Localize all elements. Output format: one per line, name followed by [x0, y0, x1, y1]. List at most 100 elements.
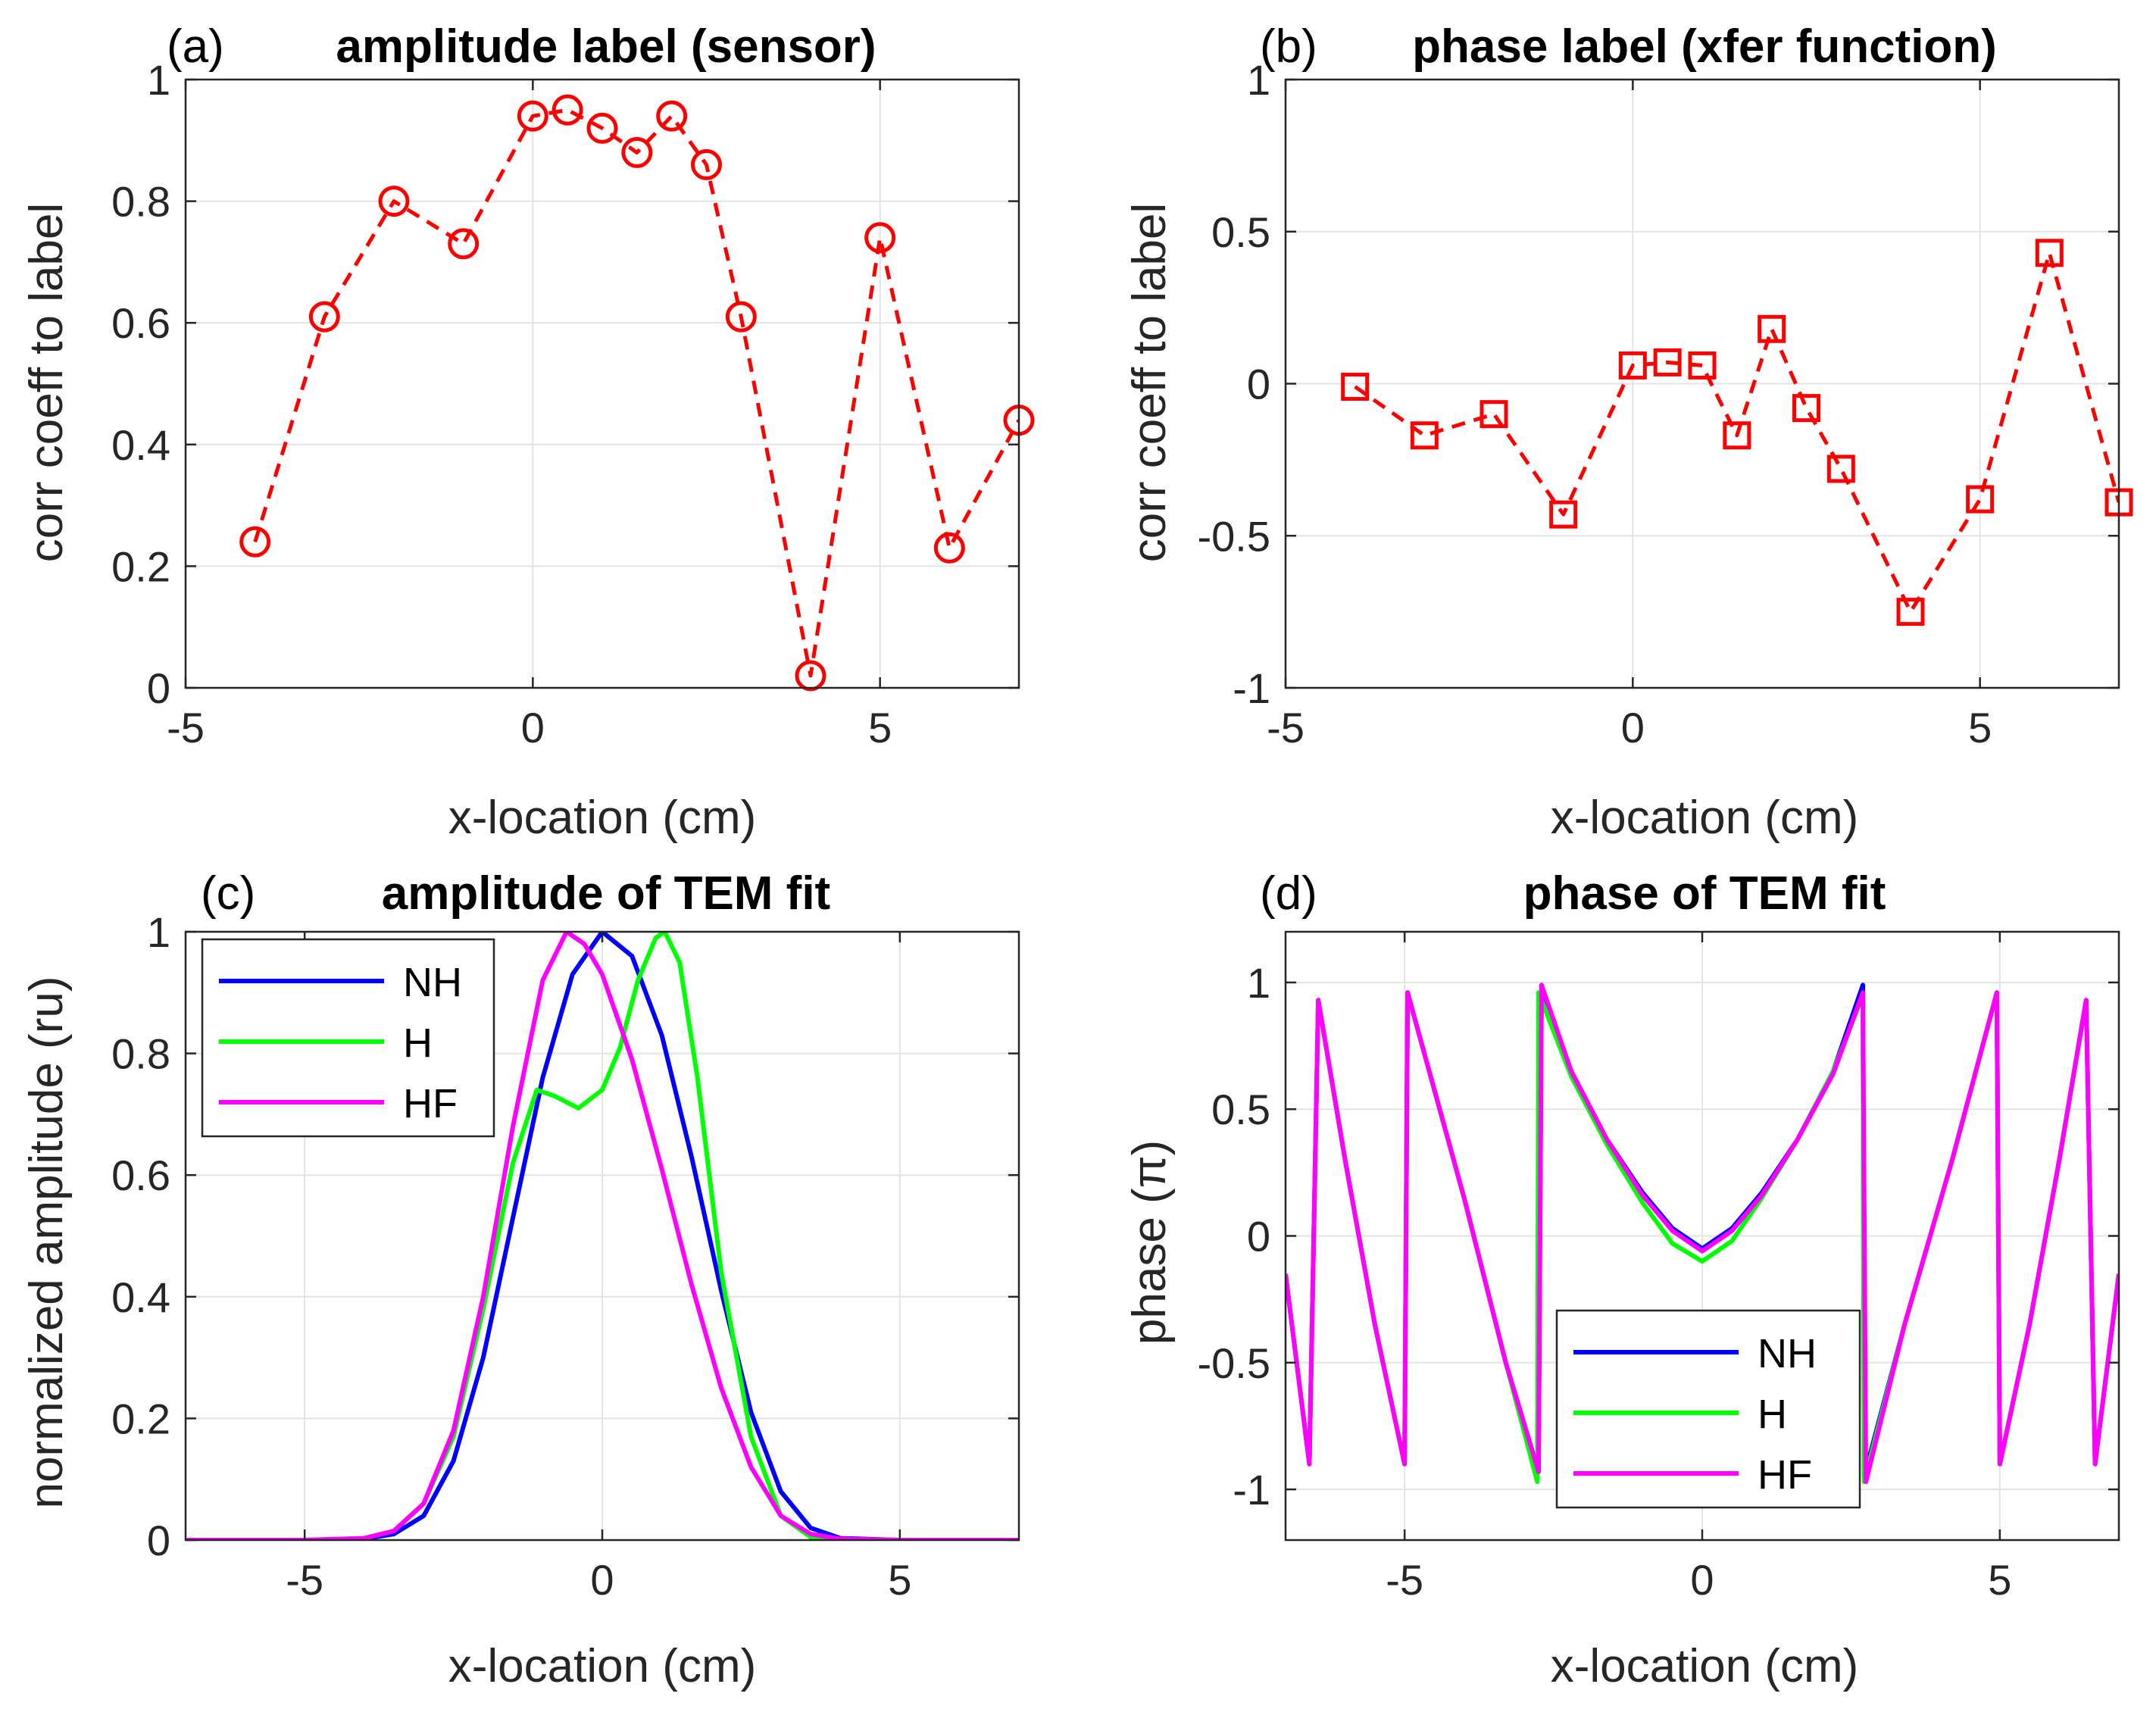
data-point-b-6	[1688, 351, 1717, 380]
data-point-b-7	[1723, 421, 1751, 450]
data-point-a-6	[586, 112, 618, 144]
data-point-b-10	[1826, 455, 1855, 483]
legend-label-c-H: H	[403, 1020, 433, 1066]
ytick-label-c-2: 0.4	[111, 1273, 170, 1321]
series-line-b-0	[1354, 251, 2119, 614]
panel-c: (c) amplitude of TEM fit x-location (cm)…	[20, 867, 1020, 1692]
panel-d: (d) phase of TEM fit x-location (cm) pha…	[1123, 867, 2120, 1692]
ytick-label-c-4: 0.8	[111, 1030, 170, 1078]
panel-tag-d: (d)	[1260, 867, 1317, 920]
ylabel-c: normalized amplitude (ru)	[20, 976, 73, 1509]
title-c: amplitude of TEM fit	[382, 867, 830, 920]
ytick-label-b-4: 1	[1247, 56, 1270, 104]
series-line-c-HF	[186, 932, 1019, 1540]
data-point-a-11	[795, 660, 826, 692]
ytick-label-c-1: 0.2	[111, 1395, 170, 1442]
data-point-a-4	[517, 100, 548, 132]
grid-c	[186, 931, 1019, 1541]
xlabel-d: x-location (cm)	[1551, 1640, 1859, 1692]
data-point-b-0	[1341, 373, 1370, 401]
ytick-label-a-1: 0.2	[111, 542, 170, 590]
legend-d: NH H HF	[1555, 1309, 1861, 1509]
panel-b: (b) phase label (xfer function) x-locati…	[1123, 20, 2133, 844]
panel-tag-b: (b)	[1260, 20, 1317, 73]
data-point-b-4	[1618, 351, 1647, 380]
legend-label-c-NH: NH	[403, 960, 462, 1005]
axes-box-a	[184, 78, 1020, 689]
xtick-label-a-1: 0	[521, 704, 545, 751]
data-point-b-13	[2035, 239, 2064, 267]
ytick-label-d-4: 1	[1247, 959, 1270, 1007]
ytick-label-c-5: 1	[147, 908, 170, 956]
series-line-d-HF	[1286, 983, 2119, 1484]
data-point-a-9	[691, 148, 722, 180]
data-point-a-8	[656, 100, 688, 132]
legend-label-c-HF: HF	[403, 1081, 458, 1126]
data-point-a-3	[448, 228, 480, 260]
data-point-b-12	[1966, 485, 1995, 514]
series-group-b	[1354, 251, 2119, 614]
xtick-label-b-1: 0	[1621, 704, 1645, 751]
series-group-a	[253, 108, 1019, 678]
ytick-label-b-0: -1	[1233, 664, 1270, 712]
panel-a: (a) amplitude label (sensor) x-location …	[20, 20, 1035, 844]
xtick-label-a-0: -5	[167, 704, 205, 751]
ytick-label-c-0: 0	[147, 1517, 170, 1564]
data-point-a-5	[551, 94, 583, 126]
panel-tag-a: (a)	[167, 20, 224, 73]
data-point-b-2	[1480, 400, 1508, 429]
data-point-a-13	[933, 532, 965, 564]
series-line-a-0	[253, 108, 1019, 678]
ylabel-d: phase (π)	[1123, 1140, 1176, 1345]
ytick-label-a-2: 0.4	[111, 421, 170, 469]
ytick-label-b-2: 0	[1247, 361, 1270, 408]
data-point-a-1	[308, 301, 340, 333]
data-point-a-7	[621, 136, 653, 168]
data-point-b-1	[1410, 421, 1439, 450]
ytick-label-a-5: 1	[147, 56, 170, 104]
series-line-c-NH	[186, 932, 1019, 1540]
data-point-a-0	[239, 526, 271, 558]
series-group-d	[1286, 983, 2119, 1484]
xtick-label-a-2: 5	[868, 704, 892, 751]
ytick-label-d-2: 0	[1247, 1213, 1270, 1261]
data-point-b-8	[1758, 314, 1786, 343]
ytick-label-d-3: 0.5	[1211, 1086, 1270, 1133]
legend-label-d-HF: HF	[1758, 1452, 1812, 1498]
legend-label-d-H: H	[1758, 1392, 1787, 1437]
title-a: amplitude label (sensor)	[336, 20, 876, 73]
xtick-label-d-0: -5	[1386, 1556, 1423, 1604]
data-point-b-5	[1653, 348, 1682, 376]
xtick-label-b-0: -5	[1267, 704, 1305, 751]
series-group-c	[186, 932, 1019, 1540]
ytick-label-b-3: 0.5	[1211, 208, 1270, 256]
xtick-label-c-0: -5	[286, 1556, 323, 1604]
data-point-a-10	[725, 301, 757, 333]
title-d: phase of TEM fit	[1523, 867, 1886, 920]
title-b: phase label (xfer function)	[1412, 20, 1997, 73]
xtick-label-d-1: 0	[1690, 1556, 1714, 1604]
ylabel-b: corr coeff to label	[1123, 203, 1176, 562]
data-point-a-2	[378, 186, 410, 217]
xlabel-a: x-location (cm)	[448, 792, 757, 844]
xtick-label-c-1: 0	[590, 1556, 614, 1604]
xtick-label-c-2: 5	[888, 1556, 911, 1604]
data-point-b-11	[1896, 598, 1925, 626]
ytick-label-a-4: 0.8	[111, 178, 170, 226]
xtick-label-b-2: 5	[1968, 704, 1992, 751]
xlabel-b: x-location (cm)	[1551, 792, 1859, 844]
data-point-b-9	[1792, 394, 1820, 423]
data-point-a-12	[864, 222, 896, 254]
xtick-label-d-2: 5	[1988, 1556, 2011, 1604]
ytick-label-a-3: 0.6	[111, 299, 170, 347]
legend-c: NH H HF	[201, 938, 495, 1138]
ytick-label-b-1: -0.5	[1198, 512, 1271, 560]
ylabel-a: corr coeff to label	[20, 203, 73, 562]
data-point-b-3	[1549, 500, 1578, 529]
xlabel-c: x-location (cm)	[448, 1640, 757, 1692]
panel-tag-c: (c)	[201, 867, 255, 920]
ytick-label-a-0: 0	[147, 664, 170, 712]
ytick-label-d-0: -1	[1233, 1466, 1270, 1514]
legend-label-d-NH: NH	[1758, 1331, 1817, 1376]
